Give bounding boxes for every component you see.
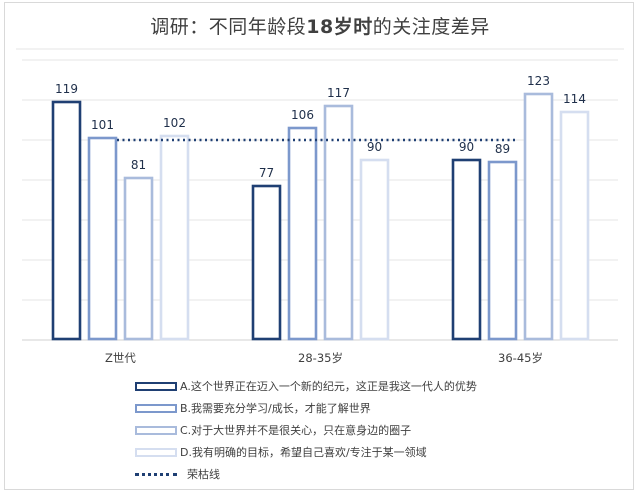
legend-swatch — [135, 447, 177, 457]
legend: A.这个世界正在迈入一个新的纪元，这正是我这一代人的优势 B.我需要充分学习/成长… — [135, 375, 477, 485]
data-label: 114 — [563, 92, 586, 106]
legend-item: B.我需要充分学习/成长，才能了解世界 — [135, 397, 477, 419]
data-label: 77 — [259, 166, 274, 180]
data-label: 81 — [131, 158, 146, 172]
title-prefix: 调研：不同年龄段 — [150, 16, 307, 38]
bar — [487, 160, 518, 341]
bar — [159, 134, 190, 341]
data-label: 119 — [55, 82, 78, 96]
bar — [359, 158, 390, 341]
title-suffix: 的关注度差异 — [372, 16, 490, 38]
category-label: Z世代 — [105, 351, 136, 365]
bar — [87, 136, 118, 341]
data-label: 117 — [327, 86, 350, 100]
legend-swatch — [135, 381, 177, 391]
data-label: 89 — [495, 142, 510, 156]
data-labels: 119 77 90 101 106 89 81 117 123 102 90 114 — [55, 74, 586, 180]
title-bold: 18岁时 — [306, 16, 373, 38]
category-label: 28-35岁 — [298, 351, 343, 365]
legend-swatch — [135, 403, 177, 413]
legend-item: A.这个世界正在迈入一个新的纪元，这正是我这一代人的优势 — [135, 375, 477, 397]
bar — [523, 92, 554, 341]
data-label: 102 — [163, 116, 186, 130]
bar — [323, 104, 354, 341]
bars — [51, 92, 590, 341]
legend-label: D.我有明确的目标，希望自己喜欢/专注于某一领域 — [180, 446, 427, 459]
data-label: 90 — [367, 140, 382, 154]
legend-item: 荣枯线 — [135, 463, 477, 485]
bar — [251, 184, 282, 341]
legend-swatch — [135, 425, 177, 435]
legend-item: C.对于大世界并不是很关心，只在意身边的圈子 — [135, 419, 477, 441]
legend-label: B.我需要充分学习/成长，才能了解世界 — [180, 402, 371, 415]
legend-label: C.对于大世界并不是很关心，只在意身边的圈子 — [180, 424, 412, 437]
data-label: 101 — [91, 118, 114, 132]
data-label: 106 — [291, 108, 314, 122]
chart-title: 调研：不同年龄段18岁时的关注度差异 — [0, 12, 640, 39]
legend-label: A.这个世界正在迈入一个新的纪元，这正是我这一代人的优势 — [180, 380, 477, 393]
data-label: 123 — [527, 74, 550, 88]
legend-label: 荣枯线 — [187, 468, 220, 481]
legend-item: D.我有明确的目标，希望自己喜欢/专注于某一领域 — [135, 441, 477, 463]
bar — [287, 126, 318, 341]
bar — [559, 110, 590, 341]
bar — [451, 158, 482, 341]
bar — [123, 176, 154, 341]
legend-dotted-line-icon — [135, 472, 177, 476]
gridlines — [22, 59, 618, 341]
data-label: 90 — [459, 140, 474, 154]
bar — [51, 100, 82, 341]
category-label: 36-45岁 — [498, 351, 543, 365]
